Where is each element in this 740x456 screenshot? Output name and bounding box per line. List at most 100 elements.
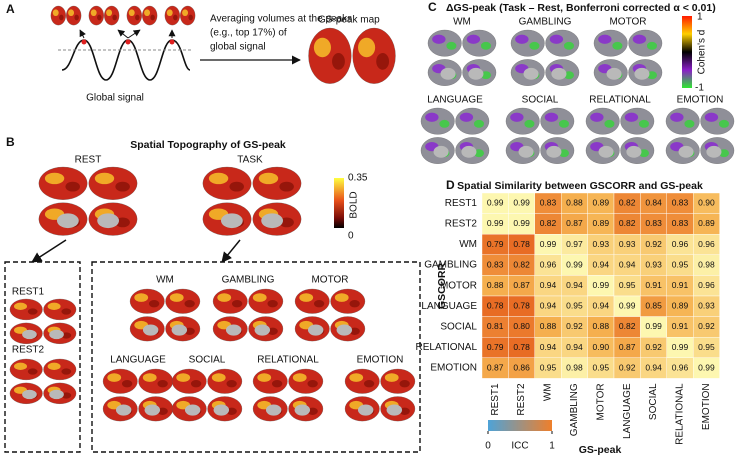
activation (307, 380, 318, 388)
hemisphere (207, 368, 243, 394)
panel-title: Spatial Topography of GS-peak (130, 139, 286, 151)
cell-label: 0.87 (487, 362, 504, 372)
run-label: REST2 (12, 345, 45, 356)
medial-wall (115, 404, 132, 416)
activation (90, 9, 97, 17)
brain-image (50, 5, 82, 26)
activation (510, 112, 524, 122)
cell-label: 0.83 (540, 198, 557, 208)
cell-label: 0.94 (619, 259, 636, 269)
activation (376, 53, 390, 70)
medial-wall (546, 145, 562, 158)
medial-wall (49, 389, 64, 400)
row-label: REST1 (445, 198, 478, 209)
hemisphere (288, 368, 324, 394)
activation (150, 14, 155, 21)
activation (166, 9, 173, 17)
cell-label: 0.94 (566, 342, 583, 352)
activation (13, 362, 28, 370)
task-label: WM (453, 17, 471, 28)
activation (13, 302, 28, 310)
colorbar-tick: 1 (549, 441, 555, 452)
hemisphere (628, 29, 663, 57)
activation (563, 71, 575, 80)
cell-label: 0.95 (540, 362, 557, 372)
cell-label: 0.89 (593, 218, 610, 228)
activation (439, 119, 450, 128)
activation (61, 368, 72, 375)
brain-image (9, 298, 77, 344)
cell-label: 0.96 (540, 259, 557, 269)
hemisphere (180, 5, 196, 26)
column-label: REST2 (516, 383, 527, 416)
brain-image (202, 166, 302, 236)
task-label: SOCIAL (189, 355, 226, 366)
cell-label: 0.92 (645, 342, 662, 352)
cell-label: 0.92 (698, 321, 715, 331)
brain-image (88, 5, 120, 26)
activation (670, 112, 684, 122)
activation (612, 41, 623, 50)
cell-label: 0.82 (619, 321, 636, 331)
activation (112, 14, 117, 21)
cell-label: 0.88 (593, 321, 610, 331)
activation (176, 373, 191, 382)
medial-wall (626, 145, 642, 158)
medial-wall (357, 404, 374, 416)
brain-image (38, 166, 138, 236)
cell-label: 0.91 (645, 280, 662, 290)
medial-wall (56, 213, 79, 229)
activation (718, 119, 730, 128)
cell-label: 0.95 (619, 280, 636, 290)
cell-label: 0.98 (698, 259, 715, 269)
activation (480, 71, 492, 80)
cell-label: 0.88 (487, 280, 504, 290)
activation (47, 302, 61, 310)
task-label: RELATIONAL (589, 95, 651, 106)
activation (142, 373, 157, 382)
cell-label: 0.79 (487, 342, 504, 352)
chart-title: Spatial Similarity between GSCORR and GS… (457, 180, 703, 192)
task-label: EMOTION (357, 355, 404, 366)
cell-label: 0.83 (487, 259, 504, 269)
hemisphere (308, 27, 352, 84)
activation (134, 293, 149, 302)
column-label: EMOTION (701, 383, 712, 430)
cell-label: 0.98 (566, 362, 583, 372)
row-label: WM (459, 239, 477, 250)
panel-title: ΔGS-peak (Task – Rest, Bonferroni correc… (446, 2, 716, 14)
cell-label: 0.78 (513, 239, 530, 249)
activation (598, 34, 612, 44)
activation (459, 112, 474, 122)
cell-label: 0.93 (645, 259, 662, 269)
medial-wall (468, 67, 484, 80)
cell-label: 0.95 (672, 259, 689, 269)
cell-label: 0.89 (698, 218, 715, 228)
activation (188, 14, 193, 21)
activation (624, 112, 639, 122)
medial-wall (518, 145, 534, 158)
cell-label: 0.93 (593, 239, 610, 249)
cell-label: 0.83 (672, 218, 689, 228)
cell-label: 0.78 (487, 301, 504, 311)
hemisphere (665, 107, 700, 135)
activation (558, 149, 570, 158)
brain-image (665, 107, 735, 164)
activation (279, 181, 294, 192)
cell-label: 0.95 (698, 342, 715, 352)
cell-label: 0.78 (513, 301, 530, 311)
activation (190, 380, 202, 388)
activation (128, 9, 135, 17)
colorbar-label: BOLD (349, 191, 360, 218)
task-label: RELATIONAL (257, 355, 319, 366)
cell-label: 0.93 (619, 239, 636, 249)
hemisphere (427, 29, 462, 57)
activation (399, 380, 410, 388)
medial-wall (184, 404, 201, 416)
panel-label: B (6, 135, 15, 149)
hemisphere (545, 29, 580, 57)
task-label: GAMBLING (519, 17, 572, 28)
activation (349, 300, 360, 308)
hemisphere (462, 29, 497, 57)
activation (258, 172, 279, 185)
